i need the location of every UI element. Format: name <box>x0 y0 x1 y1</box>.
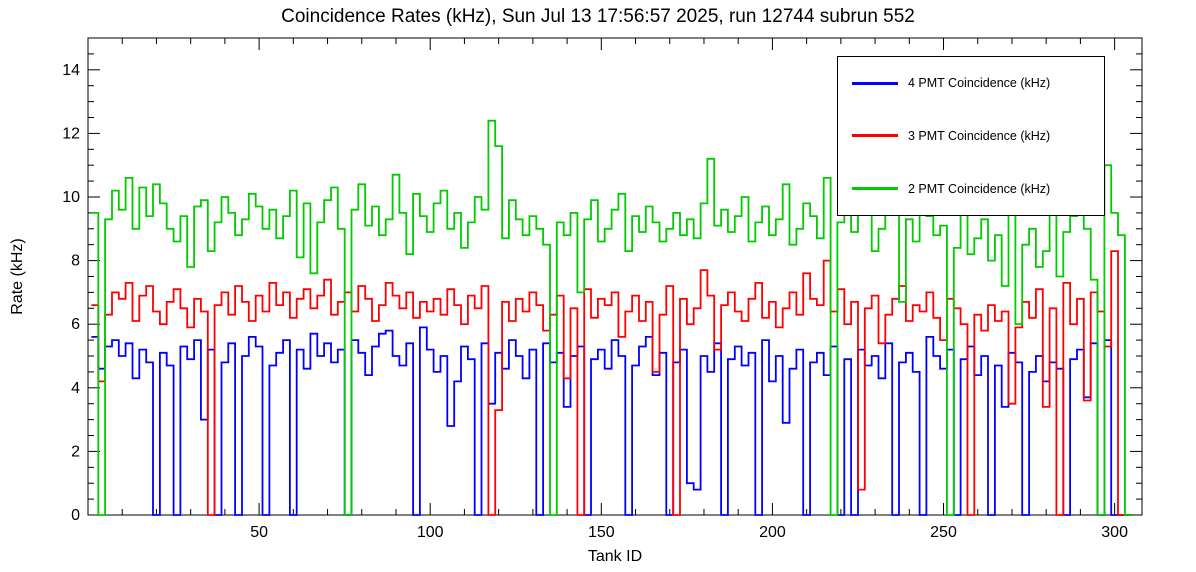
svg-text:150: 150 <box>588 524 615 541</box>
svg-text:0: 0 <box>71 507 80 524</box>
legend-line-blue <box>852 81 898 85</box>
legend-label: 3 PMT Coincidence (kHz) <box>908 128 1051 143</box>
svg-text:10: 10 <box>62 189 80 206</box>
legend-label: 2 PMT Coincidence (kHz) <box>908 181 1051 196</box>
chart-title: Coincidence Rates (kHz), Sun Jul 13 17:5… <box>281 6 915 27</box>
legend-item: 3 PMT Coincidence (kHz) <box>838 129 1104 143</box>
svg-text:300: 300 <box>1101 524 1128 541</box>
legend-label: 4 PMT Coincidence (kHz) <box>908 76 1051 91</box>
svg-text:Tank ID: Tank ID <box>588 548 642 565</box>
svg-text:250: 250 <box>930 524 957 541</box>
legend-line-red <box>852 134 898 138</box>
svg-text:14: 14 <box>62 62 80 79</box>
svg-text:50: 50 <box>250 524 268 541</box>
legend: 4 PMT Coincidence (kHz) 3 PMT Coincidenc… <box>837 56 1105 216</box>
svg-text:100: 100 <box>417 524 444 541</box>
legend-item: 2 PMT Coincidence (kHz) <box>838 182 1104 196</box>
svg-text:4: 4 <box>71 380 80 397</box>
svg-text:2: 2 <box>71 443 80 460</box>
svg-text:12: 12 <box>62 125 80 142</box>
legend-line-green <box>852 187 898 191</box>
svg-text:Rate (kHz): Rate (kHz) <box>9 238 26 314</box>
legend-item: 4 PMT Coincidence (kHz) <box>838 76 1104 90</box>
svg-text:200: 200 <box>759 524 786 541</box>
svg-text:8: 8 <box>71 253 80 270</box>
svg-text:6: 6 <box>71 316 80 333</box>
